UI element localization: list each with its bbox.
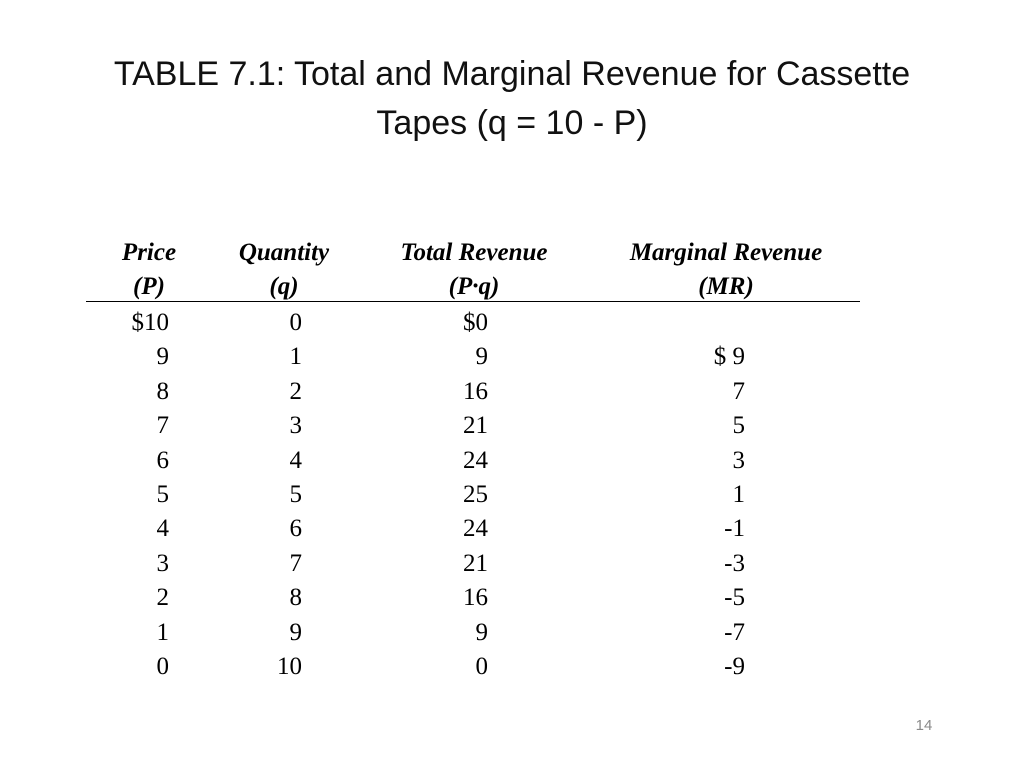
slide-title: TABLE 7.1: Total and Marginal Revenue fo… [72, 50, 952, 148]
header-marginal-revenue: Marginal Revenue (MR) [600, 236, 852, 304]
header-total-revenue-symbol: (P·q) [448, 273, 500, 300]
quantity-cell: 2 [289, 377, 303, 405]
marginal-revenue-cell: 5 [732, 412, 746, 440]
total-revenue-cell: 25 [463, 481, 488, 508]
total-revenue-cell: 0 [475, 653, 489, 680]
slide-title-line-1: TABLE 7.1: Total and Marginal Revenue fo… [113, 55, 911, 93]
header-quantity-symbol: (q) [269, 273, 299, 300]
total-revenue-cell: 24 [463, 446, 488, 474]
marginal-revenue-cell: 3 [732, 446, 746, 474]
total-revenue-cell: 16 [463, 584, 488, 612]
table-row: 9 1 9 $ 9 [0, 340, 1024, 374]
table-row: 7 3 21 5 [0, 409, 1024, 443]
quantity-cell: 8 [289, 584, 303, 612]
table-row: 3 7 21 -3 [0, 547, 1024, 581]
header-price-symbol: (P) [133, 273, 165, 300]
price-cell: 3 [156, 549, 170, 577]
header-quantity-label: Quantity [238, 239, 330, 266]
table-row: 2 8 16 -5 [0, 581, 1024, 615]
quantity-cell: 4 [289, 446, 303, 474]
header-price: Price (P) [95, 236, 203, 304]
table-row: 8 2 16 7 [0, 375, 1024, 409]
quantity-cell: 9 [289, 618, 303, 646]
page-number: 14 [915, 717, 933, 734]
total-revenue-cell: 21 [463, 412, 488, 440]
header-marginal-revenue-label: Marginal Revenue [629, 239, 823, 266]
marginal-revenue-cell: -7 [724, 618, 745, 646]
quantity-cell: 7 [289, 549, 303, 577]
total-revenue-cell: 24 [463, 515, 488, 543]
header-total-revenue-label: Total Revenue [400, 239, 548, 266]
marginal-revenue-cell: 7 [732, 377, 746, 405]
price-cell: 2 [156, 584, 170, 612]
price-cell: 8 [156, 377, 170, 405]
marginal-revenue-cell: -3 [724, 549, 745, 577]
header-quantity: Quantity (q) [222, 236, 346, 304]
total-revenue-cell: $0 [463, 309, 488, 336]
quantity-cell: 5 [289, 481, 303, 508]
header-marginal-revenue-symbol: (MR) [698, 273, 754, 300]
quantity-cell: 6 [289, 515, 303, 543]
table-row: 4 6 24 -1 [0, 512, 1024, 546]
quantity-cell: 10 [277, 653, 302, 680]
marginal-revenue-cell: -9 [724, 653, 745, 680]
total-revenue-cell: 9 [475, 618, 489, 646]
price-cell: 4 [156, 515, 170, 543]
marginal-revenue-cell: -5 [724, 584, 745, 612]
table-row: $10 0 $0 [0, 306, 1024, 340]
total-revenue-cell: 16 [463, 377, 488, 405]
price-cell: 9 [156, 343, 170, 371]
marginal-revenue-cell: -1 [724, 515, 745, 543]
price-cell: 1 [156, 618, 170, 646]
total-revenue-cell: 21 [463, 549, 488, 577]
price-cell: 7 [156, 412, 170, 440]
table-row: 0 10 0 -9 [0, 650, 1024, 684]
marginal-revenue-cell: 1 [732, 481, 746, 508]
header-price-label: Price [121, 239, 177, 266]
header-divider [86, 301, 860, 302]
total-revenue-cell: 9 [475, 343, 489, 371]
header-total-revenue: Total Revenue (P·q) [376, 236, 572, 304]
quantity-cell: 1 [289, 343, 303, 371]
price-cell: $10 [131, 309, 170, 336]
quantity-cell: 0 [289, 309, 303, 336]
table-row: 6 4 24 3 [0, 444, 1024, 478]
quantity-cell: 3 [289, 412, 303, 440]
price-cell: 6 [156, 446, 170, 474]
price-cell: 5 [156, 481, 170, 508]
price-cell: 0 [156, 653, 170, 680]
table-row: 5 5 25 1 [0, 478, 1024, 512]
marginal-revenue-cell: $ 9 [713, 343, 745, 371]
slide-title-line-2: Tapes (q = 10 - P) [376, 104, 648, 142]
table-row: 1 9 9 -7 [0, 616, 1024, 650]
